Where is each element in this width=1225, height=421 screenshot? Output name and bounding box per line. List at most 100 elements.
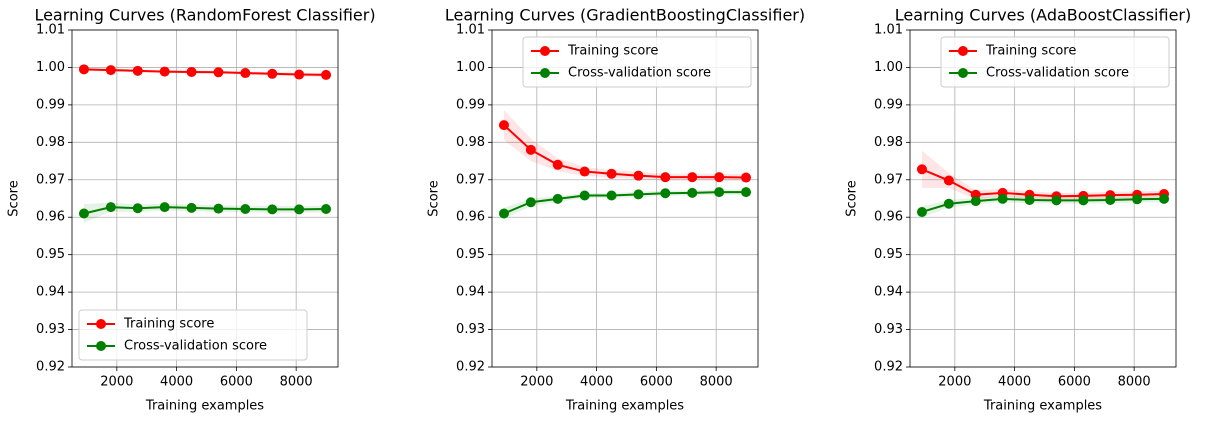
marker xyxy=(240,68,251,79)
y-tick-label: 1.00 xyxy=(36,60,65,75)
chart-title: Learning Curves (RandomForest Classifier… xyxy=(34,6,375,25)
x-tick-label: 6000 xyxy=(220,375,253,390)
y-tick-label: 1.01 xyxy=(874,23,903,38)
y-tick-label: 0.97 xyxy=(456,172,485,187)
marker xyxy=(1078,195,1089,206)
marker xyxy=(525,197,536,208)
legend-label: Training score xyxy=(567,44,658,59)
y-tick-label: 1.00 xyxy=(874,60,903,75)
marker xyxy=(579,190,590,201)
x-axis-label: Training examples xyxy=(983,399,1102,414)
marker xyxy=(132,65,143,76)
marker xyxy=(741,187,752,198)
legend-marker xyxy=(540,68,550,78)
x-axis-label: Training examples xyxy=(565,399,684,414)
y-tick-label: 0.98 xyxy=(36,135,65,150)
legend-label: Cross-validation score xyxy=(568,66,711,81)
marker xyxy=(943,175,954,186)
y-tick-label: 0.98 xyxy=(456,135,485,150)
marker xyxy=(78,64,89,75)
y-tick-label: 0.98 xyxy=(874,135,903,150)
band xyxy=(503,110,747,181)
legend-marker xyxy=(540,46,550,56)
marker xyxy=(321,69,332,80)
marker xyxy=(660,172,671,183)
y-tick-label: 0.96 xyxy=(456,210,485,225)
x-tick-label: 6000 xyxy=(1058,375,1091,390)
legend-marker xyxy=(96,319,106,329)
marker xyxy=(78,208,89,219)
x-tick-label: 6000 xyxy=(640,375,673,390)
y-tick-label: 0.96 xyxy=(874,210,903,225)
legend-marker xyxy=(96,341,106,351)
marker xyxy=(579,166,590,177)
x-tick-label: 8000 xyxy=(700,375,733,390)
marker xyxy=(240,203,251,214)
marker xyxy=(916,206,927,217)
marker xyxy=(606,190,617,201)
marker xyxy=(714,187,725,198)
marker xyxy=(606,168,617,179)
y-axis-label: Score xyxy=(845,180,860,216)
marker xyxy=(159,66,170,77)
marker xyxy=(132,203,143,214)
line xyxy=(83,68,327,76)
line xyxy=(921,197,1165,213)
legend-label: Training score xyxy=(985,44,1076,59)
y-tick-label: 0.96 xyxy=(36,210,65,225)
y-tick-label: 0.93 xyxy=(456,322,485,337)
y-tick-label: 0.92 xyxy=(36,360,65,375)
legend-label: Cross-validation score xyxy=(986,66,1129,81)
y-tick-label: 0.95 xyxy=(36,247,65,262)
marker xyxy=(916,164,927,175)
marker xyxy=(1132,194,1143,205)
marker xyxy=(943,198,954,209)
y-tick-label: 0.99 xyxy=(874,97,903,112)
y-tick-label: 0.97 xyxy=(36,172,65,187)
x-tick-label: 8000 xyxy=(1118,375,1151,390)
legend-box xyxy=(522,36,752,88)
marker xyxy=(741,172,752,183)
legend-box xyxy=(940,36,1170,88)
line xyxy=(503,124,747,179)
y-axis-label: Score xyxy=(7,180,22,216)
line xyxy=(921,168,1165,198)
legend-marker xyxy=(958,46,968,56)
y-tick-label: 0.93 xyxy=(874,322,903,337)
y-tick-label: 0.92 xyxy=(874,360,903,375)
y-tick-label: 1.01 xyxy=(36,23,65,38)
marker xyxy=(525,144,536,155)
legend-box xyxy=(78,309,308,361)
band xyxy=(83,202,327,223)
y-tick-label: 0.99 xyxy=(36,97,65,112)
legend-label: Cross-validation score xyxy=(124,339,267,354)
marker xyxy=(1051,195,1062,206)
x-tick-label: 2000 xyxy=(938,375,971,390)
x-axis-label: Training examples xyxy=(145,399,264,414)
marker xyxy=(267,68,278,79)
marker xyxy=(186,66,197,77)
x-tick-label: 8000 xyxy=(280,375,313,390)
marker xyxy=(294,204,305,215)
marker xyxy=(105,65,116,76)
y-tick-label: 0.95 xyxy=(456,247,485,262)
marker xyxy=(213,203,224,214)
marker xyxy=(1024,194,1035,205)
marker xyxy=(159,202,170,213)
line xyxy=(503,191,747,215)
band xyxy=(921,150,1165,200)
x-tick-label: 4000 xyxy=(160,375,193,390)
marker xyxy=(997,193,1008,204)
chart-title: Learning Curves (GradientBoostingClassif… xyxy=(445,6,805,25)
marker xyxy=(267,204,278,215)
y-tick-label: 0.92 xyxy=(456,360,485,375)
marker xyxy=(633,170,644,181)
legend-marker xyxy=(958,68,968,78)
x-tick-label: 2000 xyxy=(520,375,553,390)
marker xyxy=(714,172,725,183)
marker xyxy=(687,187,698,198)
marker xyxy=(970,196,981,207)
y-axis-label: Score xyxy=(427,180,442,216)
marker xyxy=(552,159,563,170)
